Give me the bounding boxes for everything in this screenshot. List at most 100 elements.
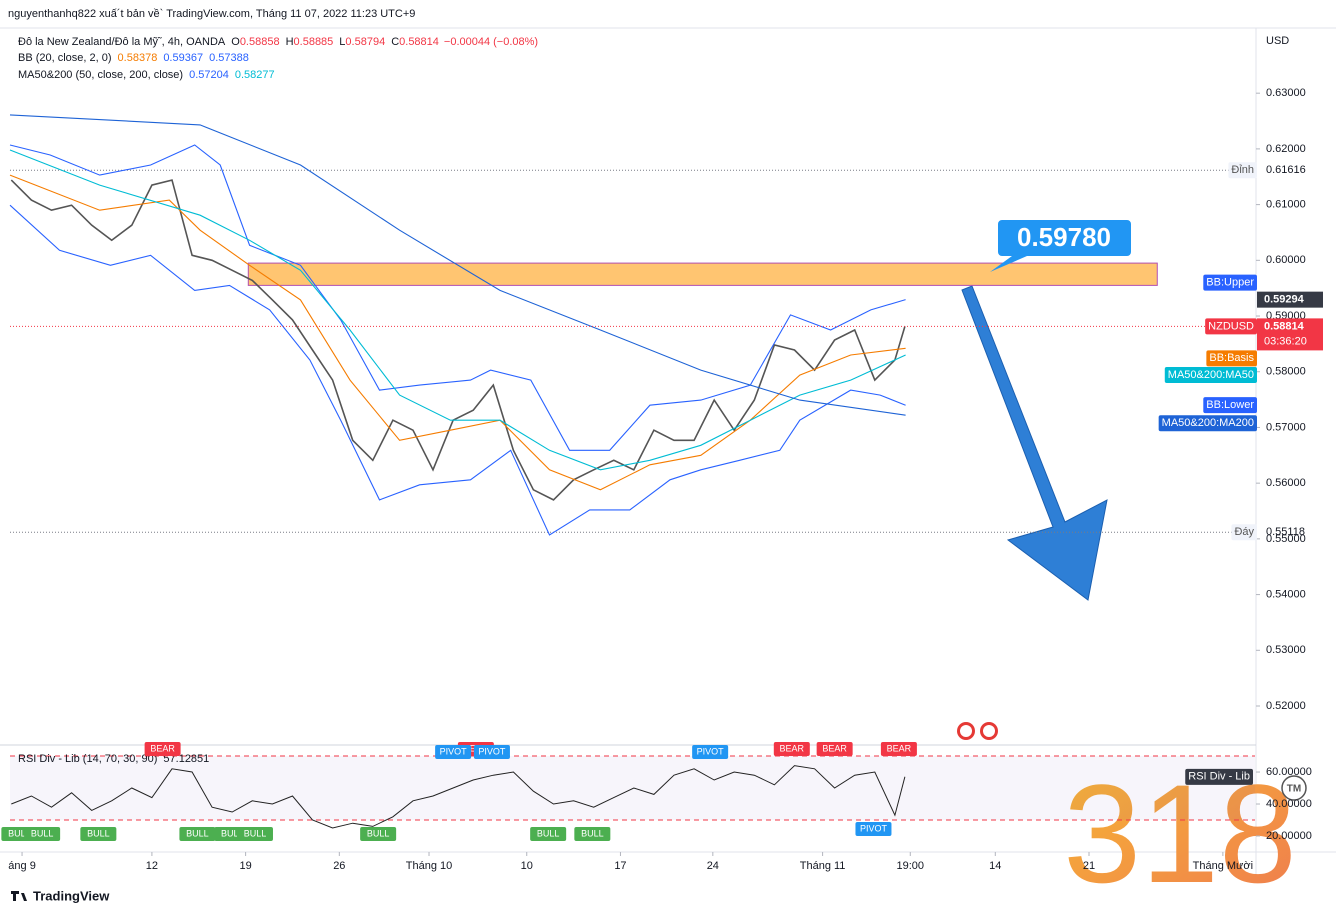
price-tag-bg: [1257, 318, 1323, 351]
brand: TradingView: [33, 888, 110, 903]
signal-label: PIVOT: [860, 823, 888, 833]
y-tick-label: 0.62000: [1266, 143, 1306, 155]
legend-item: 0.58277: [235, 69, 275, 81]
x-tick-label: Tháng Mười: [1193, 860, 1253, 872]
series-line: [9, 174, 906, 491]
x-tick-label: 19:00: [897, 860, 925, 872]
legend-item: 0.58794: [345, 36, 385, 48]
symbol-tag: NZDUSD: [1208, 320, 1254, 332]
series-line: [9, 204, 906, 536]
x-tick-label: 17: [614, 860, 626, 872]
x-tick-label: 12: [146, 860, 158, 872]
signal-label: BEAR: [887, 743, 912, 753]
series-line: [9, 144, 906, 451]
publisher: nguyenthanhq822 xuấ´t bản về` TradingVie…: [8, 8, 415, 20]
signal-bull: [24, 827, 61, 841]
y-tick-label: 0.58000: [1266, 366, 1306, 378]
level-value: 0.55118: [1266, 526, 1305, 538]
x-tick-label: 14: [989, 860, 1001, 872]
brand-logo: [11, 891, 27, 901]
signal-bull: [80, 827, 117, 841]
legend-item: MA50&200 (50, close, 200, close): [18, 69, 183, 81]
legend-item: 0.58858: [240, 36, 280, 48]
series-line: [11, 765, 906, 829]
level-label: Đáy: [1234, 526, 1254, 538]
series-value-bg: [1257, 291, 1323, 308]
signal-pivot: [473, 745, 510, 759]
legend-item: −0.00044 (−0.08%): [444, 36, 538, 48]
signal-pivot: [692, 745, 729, 759]
y-tick-label: 0.61000: [1266, 199, 1306, 211]
rsi-band-fill: [10, 756, 1255, 821]
series-tag-bg: [1206, 350, 1257, 367]
series-line: [10, 179, 906, 501]
y-tick-label: 0.53000: [1266, 644, 1306, 656]
watermark: 318: [1063, 755, 1297, 912]
series-tag: BB:Basis: [1209, 352, 1254, 364]
y-tick-label: 0.54000: [1266, 588, 1306, 600]
flag-icon: [983, 725, 995, 737]
signal-label: BULL: [367, 828, 390, 838]
signal-label: PIVOT: [440, 746, 468, 756]
y-tick-label: 0.55000: [1266, 533, 1306, 545]
signal-label: BEAR: [150, 743, 175, 753]
level-label-bg: [1228, 162, 1257, 179]
symbol-tag-bg: [1205, 318, 1257, 335]
rsi-tag-bg: [1185, 768, 1253, 785]
series-line: [9, 149, 906, 471]
legend-item: O: [231, 36, 240, 48]
signal-bull: [179, 827, 216, 841]
series-tag: BB:Lower: [1206, 399, 1254, 411]
signal-label: BULL: [244, 828, 267, 838]
signal-label: BULL: [537, 828, 560, 838]
y-tick-label: 0.52000: [1266, 700, 1306, 712]
signal-label: BULL: [581, 828, 604, 838]
x-tick-label: 21: [1083, 860, 1095, 872]
level-label-bg: [1231, 524, 1257, 541]
legend-item: H: [286, 36, 294, 48]
signal-label: BULL: [31, 828, 54, 838]
series-tag: MA50&200:MA200: [1162, 417, 1254, 429]
legend-item: BB (20, close, 2, 0): [18, 52, 112, 64]
series-line: [9, 114, 906, 416]
legend-item: 0.58814: [399, 36, 439, 48]
signal-pivot: [855, 822, 892, 836]
tm-text: TM: [1287, 784, 1301, 795]
legend-item: 0.57204: [189, 69, 229, 81]
y-tick-label: 0.56000: [1266, 477, 1306, 489]
y-tick-label: 20.00000: [1266, 830, 1312, 842]
resistance-zone: [247, 262, 1158, 286]
legend-item: C: [391, 36, 399, 48]
x-tick-label: áng 9: [8, 860, 36, 872]
signal-label: BULL: [8, 828, 31, 838]
series-tag-bg: [1164, 367, 1257, 384]
signal-bear: [816, 742, 853, 756]
signal-bear: [773, 742, 810, 756]
flag-icon: [960, 725, 972, 737]
legend-item: 0.58885: [294, 36, 334, 48]
currency: USD: [1266, 35, 1289, 47]
legend-item: 0.57388: [209, 52, 249, 64]
signal-bull: [574, 827, 611, 841]
signal-label: PIVOT: [697, 746, 725, 756]
legend-item: L: [339, 36, 345, 48]
x-tick-label: 10: [521, 860, 533, 872]
signal-label: BEAR: [822, 743, 847, 753]
signal-bear: [880, 742, 917, 756]
signal-label: PIVOT: [478, 746, 506, 756]
rsi-tag: RSI Div - Lib: [1188, 771, 1250, 783]
x-tick-label: 26: [333, 860, 345, 872]
series-tag: MA50&200:MA50: [1168, 369, 1254, 381]
y-tick-label: 40.00000: [1266, 798, 1312, 810]
legend-item: 0.58378: [118, 52, 158, 64]
signal-label: BULL: [221, 828, 244, 838]
series-tag-bg: [1203, 397, 1257, 414]
signal-pivot: [435, 745, 472, 759]
series-tag-bg: [1158, 415, 1257, 432]
signal-label: BEAR: [780, 743, 805, 753]
signal-bull: [360, 827, 397, 841]
target-callout: [990, 220, 1131, 272]
down-arrow: [961, 285, 1108, 601]
